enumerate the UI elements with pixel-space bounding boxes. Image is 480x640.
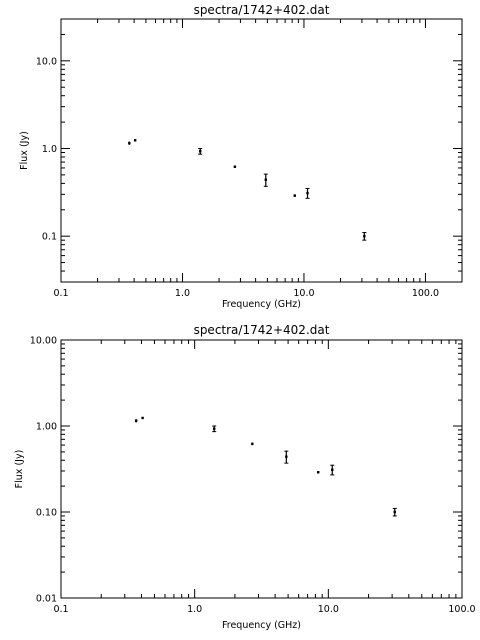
plot-frame (60, 339, 463, 599)
data-point (293, 194, 296, 197)
data-point (134, 419, 138, 422)
plot-frame (60, 18, 463, 283)
y-tick-label: 0.01 (36, 594, 57, 605)
data-point (285, 455, 288, 458)
y-axis-label: Flux (Jy) (14, 450, 25, 489)
chart-title: spectra/1742+402.dat (194, 323, 330, 337)
y-tick-label: 0.1 (42, 232, 57, 243)
x-tick-label: 100.0 (412, 288, 439, 299)
data-point (233, 165, 237, 168)
x-tick-label: 1.0 (175, 288, 190, 299)
data-point (128, 141, 131, 145)
x-axis-label: Frequency (GHz) (222, 299, 301, 310)
data-point (212, 427, 216, 430)
y-tick-label: 1.0 (42, 144, 57, 155)
x-tick-label: 1.0 (187, 604, 202, 615)
x-tick-label: 0.1 (53, 288, 68, 299)
data-point (199, 150, 202, 153)
y-axis-label: Flux (Jy) (19, 131, 30, 170)
x-tick-label: 0.1 (53, 604, 68, 615)
data-point (251, 442, 254, 446)
x-tick-label: 100.0 (448, 604, 475, 615)
x-tick-label: 10.0 (293, 288, 314, 299)
x-tick-label: 10.0 (318, 604, 339, 615)
y-tick-label: 1.00 (36, 422, 57, 433)
data-point (393, 510, 396, 514)
data-point (141, 416, 144, 420)
top-chart-panel: 0.1 1.0 10.0 100.0 0.1 1.0 10.0 spectra/1742+40… (19, 3, 463, 310)
bottom-chart-panel: 0.1 1.0 10.0 100.0 0.01 0.10 1.00 10.00 spectra/… (14, 323, 476, 631)
y-tick-label: 10.0 (36, 56, 57, 67)
y-tick-label: 10.00 (30, 336, 57, 347)
data-point (317, 471, 320, 474)
data-point (331, 468, 334, 471)
data-point (306, 191, 309, 195)
chart-title: spectra/1742+402.dat (194, 3, 330, 17)
y-tick-label: 0.10 (36, 508, 57, 519)
x-axis-label: Frequency (GHz) (222, 620, 301, 631)
data-point (133, 139, 137, 142)
data-point (264, 178, 267, 181)
data-point (363, 234, 366, 238)
